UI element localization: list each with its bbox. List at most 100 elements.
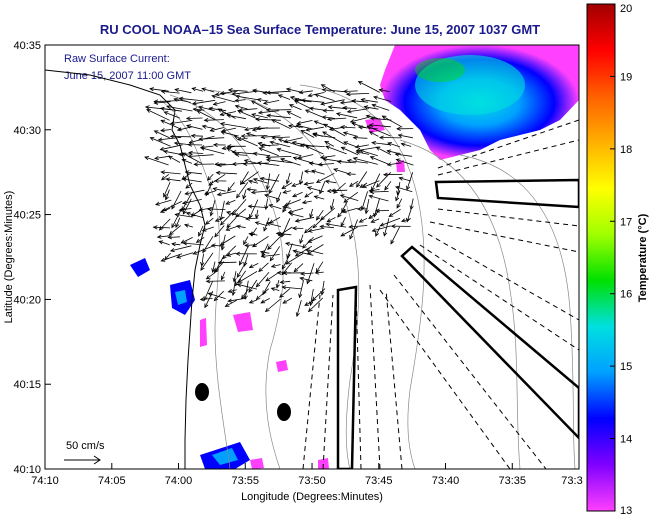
current-vector [384,181,392,191]
current-vector-head [160,119,166,124]
current-vector-head [255,282,261,288]
sst-patch-northeast-core [415,55,525,115]
current-vector-head [257,110,263,115]
current-vector [235,270,247,286]
colorbar-tick-label: 15 [620,361,632,373]
current-vector-head [212,101,218,106]
current-vector-head [339,194,345,199]
current-vector [227,114,246,120]
colorbar: 13 14 15 16 17 18 19 20 Temperature (°C) [586,3,649,517]
current-vector [396,198,403,209]
current-vector [291,182,303,187]
current-vector-head [363,105,369,110]
current-vector [296,124,313,130]
current-vector-head [185,184,190,189]
current-vector-head [248,264,254,269]
current-vector-head [378,88,384,93]
current-vector-head [233,135,239,140]
current-vector [293,263,304,272]
current-vector [186,125,203,130]
current-vector [327,117,347,120]
current-vector-head [252,178,258,182]
current-vector-head [246,187,251,192]
current-vector [370,156,389,165]
current-vector-head [198,136,203,142]
current-vector-head [298,180,304,186]
current-vector-head [201,124,207,129]
current-vector [304,191,314,198]
current-vector-head [322,108,328,113]
current-vector-head [191,87,197,92]
current-vector-head [379,222,385,227]
current-vector-head [388,212,394,217]
current-vector-head [340,146,346,151]
current-vector [320,155,336,159]
current-vector-head [346,109,352,114]
current-vector [266,173,271,190]
current-vector [170,245,192,252]
current-vector-head [373,95,378,100]
current-vector-head [235,213,240,218]
current-vector-head [314,270,320,275]
current-vector [271,287,280,291]
current-vector-head [198,207,204,212]
current-vector [237,137,248,140]
lane-box-south [336,285,358,469]
current-vector-head [279,279,285,285]
current-vector-head [188,139,194,144]
current-vector [276,232,292,236]
current-vector-head [359,149,365,154]
current-vector-head [211,268,216,274]
current-vector [208,293,226,299]
current-vector [340,217,346,227]
current-vector [261,254,280,257]
current-vector-head [225,227,231,231]
current-vector-head [390,224,396,229]
current-vector [299,280,304,298]
current-vector-head [221,275,225,281]
current-vector-head [166,105,171,110]
current-vector-head [265,155,271,160]
current-vector-head [369,116,375,121]
current-vector [358,81,380,93]
current-vector-head [307,228,313,233]
current-vector-head [325,222,331,227]
current-vector-head [304,109,310,114]
current-vector [166,178,181,182]
current-vector-head [265,90,271,95]
current-vector [285,242,303,247]
current-vector-head [286,111,292,115]
current-vector-head [153,130,159,135]
current-vector-head [285,87,291,92]
current-vector-head [383,231,388,237]
current-vector [307,244,324,255]
current-vector [211,95,236,103]
current-vector-head [314,93,320,98]
current-vector [299,171,303,185]
current-vector [395,190,401,201]
y-tick-label: 40:35 [13,40,41,52]
current-vector-head [265,158,271,163]
current-vector [183,242,204,246]
current-vector-head [294,98,299,103]
current-vector-head [144,105,150,110]
current-vector [340,126,356,129]
current-vector-head [300,129,306,134]
current-vector [300,277,313,282]
current-vector [163,181,171,198]
current-vector-head [169,134,175,139]
current-vector-head [163,192,167,198]
current-vector [179,208,192,211]
current-vector-head [181,175,187,180]
current-vector [202,125,215,129]
current-vector-head [146,109,151,113]
current-vector-head [267,245,272,250]
current-vector [222,245,237,259]
current-vector-head [192,107,198,112]
current-vector-head [258,147,264,152]
current-vector-head [251,113,256,118]
current-vector-head [235,251,241,256]
current-vector-head [306,186,312,191]
current-vector-head [326,188,332,194]
current-vector-head [173,97,179,102]
